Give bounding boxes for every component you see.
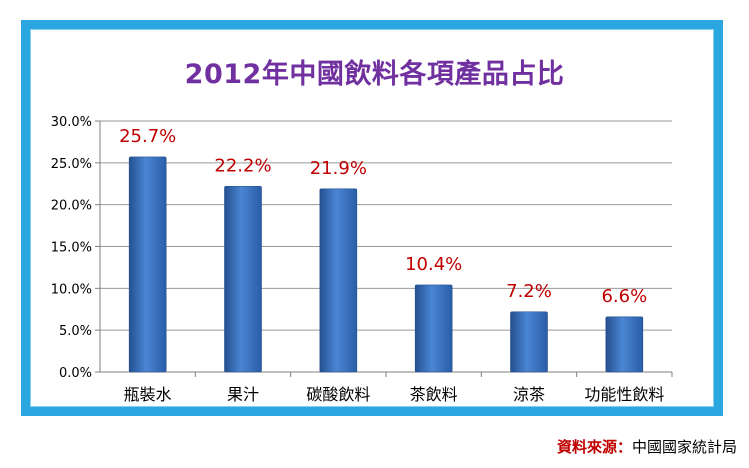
data-label: 25.7% [119,126,176,147]
y-tick-label: 25.0% [51,157,92,172]
data-labels: 25.7% 22.2% 21.9% 10.4% 7.2% 6.6% [119,126,647,307]
source-note: 資料來源：中國國家統計局 [557,436,737,457]
x-tick-label: 功能性飲料 [584,385,664,404]
y-tick-label: 5.0% [59,324,92,339]
bar [128,156,167,373]
bar [605,316,644,373]
y-tick-label: 10.0% [51,282,92,297]
bar [224,185,262,373]
x-tick-label: 瓶裝水 [124,385,172,404]
source-org: 中國國家統計局 [631,438,737,456]
data-label: 7.2% [506,281,552,302]
bars [128,156,644,373]
y-tick-label: 15.0% [51,241,92,256]
bar [414,284,453,373]
axes: 0.0% 5.0% 10.0% 15.0% 20.0% 25.0% 30.0% 瓶裝水 果汁 碳酸… [51,115,673,404]
data-label: 6.6% [601,286,647,307]
x-tick-label: 茶飲料 [410,385,458,404]
data-label: 21.9% [310,158,367,179]
bar [319,188,358,373]
bar [510,311,548,373]
y-tick-label: 0.0% [59,366,92,381]
chart-title: 2012年中國飲料各項產品占比 [184,59,565,90]
gridlines [100,120,672,331]
y-tick-label: 20.0% [51,199,92,214]
x-tick-label: 果汁 [227,385,259,404]
x-tick-label: 涼茶 [513,385,545,404]
y-tick-label: 30.0% [51,115,92,130]
source-label: 資料來源： [556,438,632,456]
data-label: 22.2% [214,155,271,176]
x-tick-label: 碳酸飲料 [306,385,370,404]
data-label: 10.4% [405,254,462,275]
